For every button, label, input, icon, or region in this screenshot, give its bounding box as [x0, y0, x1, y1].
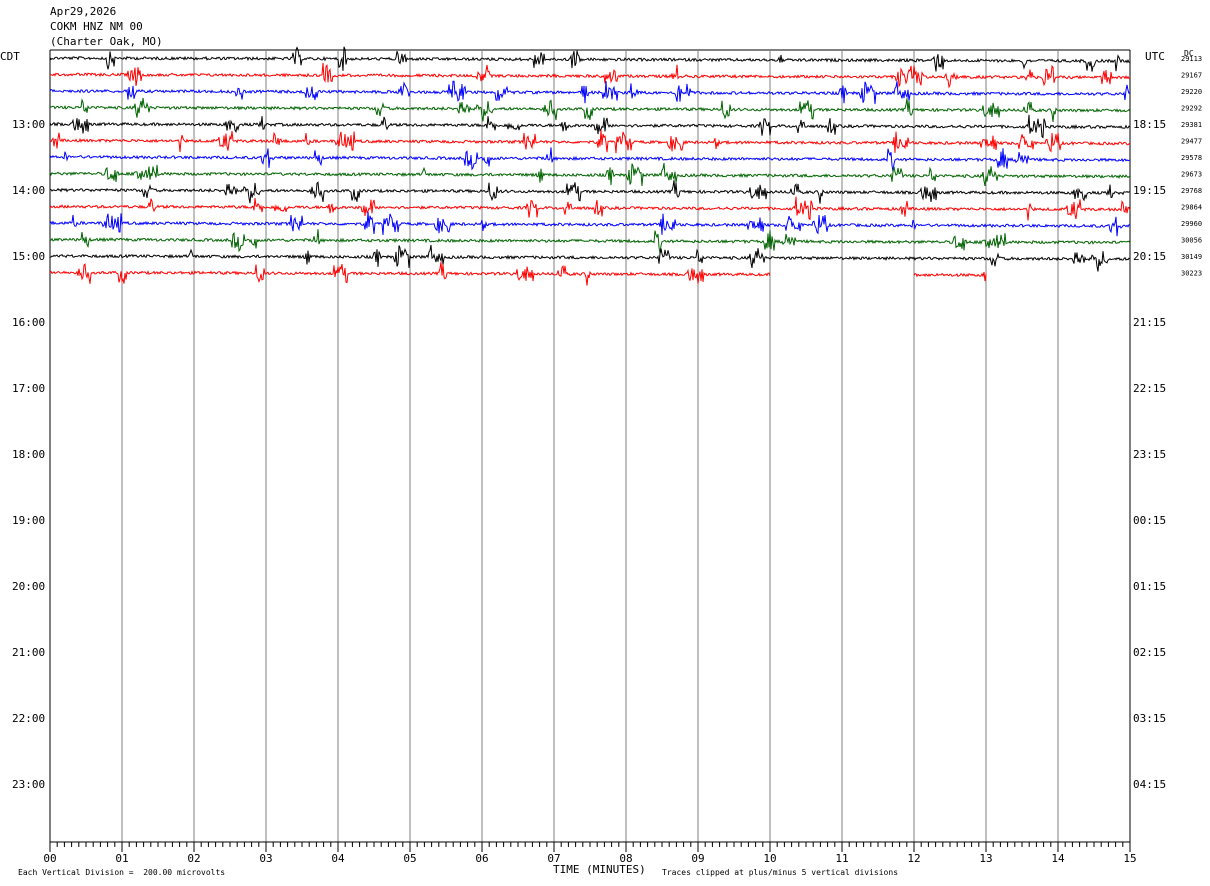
cdt-hour-label: 14:00: [12, 184, 45, 197]
dc-labels: 29113 29167 29220 29292 29381 29477 29578 29673…: [1181, 55, 1202, 278]
dc-value-label: 29768: [1181, 187, 1202, 195]
x-tick-label: 10: [763, 852, 776, 865]
cdt-hour-label: 18:00: [12, 448, 45, 461]
x-tick-label: 05: [403, 852, 416, 865]
x-tick-label: 09: [691, 852, 704, 865]
dc-value-label: 29864: [1181, 204, 1202, 212]
x-tick-label: 06: [475, 852, 488, 865]
dc-value-label: 30223: [1181, 270, 1202, 278]
cdt-hour-label: 23:00: [12, 778, 45, 791]
vertical-division-note: Each Vertical Division = 200.00 microvol…: [18, 868, 226, 877]
seismic-trace: [49, 180, 1131, 204]
x-tick-label: 01: [115, 852, 128, 865]
utc-hour-label: 01:15: [1133, 580, 1166, 593]
utc-hour-label: 19:15: [1133, 184, 1166, 197]
utc-hour-label: 23:15: [1133, 448, 1166, 461]
station-label: COKM HNZ NM 00: [50, 20, 143, 33]
seismic-trace: [49, 80, 1131, 105]
x-tick-label: 15: [1123, 852, 1136, 865]
cdt-hour-label: 15:00: [12, 250, 45, 263]
seismic-trace: [49, 211, 1131, 237]
utc-hour-label: 21:15: [1133, 316, 1166, 329]
x-tick-label: 04: [331, 852, 345, 865]
dc-value-label: 29578: [1181, 154, 1202, 162]
utc-hour-label: 18:15: [1133, 118, 1166, 131]
seismic-trace: [49, 114, 1131, 139]
x-tick-label: 03: [259, 852, 272, 865]
x-tick-label: 08: [619, 852, 632, 865]
x-axis-title: TIME (MINUTES): [553, 863, 646, 876]
x-tick-label: 00: [43, 852, 56, 865]
dc-value-label: 30149: [1181, 253, 1202, 261]
utc-hour-label: 20:15: [1133, 250, 1166, 263]
seismic-trace: [49, 97, 1131, 122]
dc-value-label: 29167: [1181, 72, 1202, 80]
cdt-hour-label: 17:00: [12, 382, 45, 395]
seismic-trace: [49, 196, 1131, 221]
utc-hour-label: 00:15: [1133, 514, 1166, 527]
dc-value-label: 29292: [1181, 105, 1202, 113]
utc-hour-label: 03:15: [1133, 712, 1166, 725]
cdt-label: CDT: [0, 50, 20, 63]
cdt-hour-label: 22:00: [12, 712, 45, 725]
seismic-trace: [49, 244, 1131, 272]
utc-label: UTC: [1145, 50, 1165, 63]
dc-value-label: 29477: [1181, 138, 1202, 146]
grid-lines: [49, 49, 1131, 842]
dc-value-label: 29960: [1181, 220, 1202, 228]
x-tick-label: 07: [547, 852, 560, 865]
x-axis: 00 01 02 03 04 05 06 07 08 09 10 11 12 13 14 15: [43, 841, 1137, 865]
seismic-trace: [49, 163, 1131, 187]
location-label: (Charter Oak, MO): [50, 35, 163, 48]
cdt-hour-label: 13:00: [12, 118, 45, 131]
seismic-trace: [49, 261, 987, 286]
cdt-hour-label: 16:00: [12, 316, 45, 329]
dc-header: DC: [1184, 49, 1194, 58]
dc-value-label: 29220: [1181, 88, 1202, 96]
seismic-trace: [49, 46, 1131, 72]
date-label: Apr29,2026: [50, 5, 117, 18]
dc-value-label: 30056: [1181, 237, 1202, 245]
clip-note: Traces clipped at plus/minus 5 vertical …: [662, 868, 899, 877]
seismic-trace: [50, 129, 1131, 154]
seismic-traces: [49, 46, 1131, 286]
utc-hour-label: 22:15: [1133, 382, 1166, 395]
cdt-hour-label: 20:00: [12, 580, 45, 593]
seismic-trace: [49, 229, 1131, 254]
x-tick-label: 02: [187, 852, 200, 865]
x-tick-label: 14: [1051, 852, 1065, 865]
x-tick-label: 11: [835, 852, 848, 865]
cdt-hour-label: 21:00: [12, 646, 45, 659]
cdt-hour-label: 19:00: [12, 514, 45, 527]
seismic-trace: [50, 62, 1131, 89]
dc-value-label: 29673: [1181, 171, 1202, 179]
x-tick-label: 13: [979, 852, 992, 865]
dc-value-label: 29113: [1181, 55, 1202, 63]
utc-hour-label: 04:15: [1133, 778, 1166, 791]
x-tick-label: 12: [907, 852, 920, 865]
hour-labels: 13:00 18:15 14:00 19:15 15:00 20:15 16:00 21:15…: [12, 118, 1166, 791]
utc-hour-label: 02:15: [1133, 646, 1166, 659]
dc-value-label: 29381: [1181, 121, 1202, 129]
seismic-trace: [49, 147, 1131, 172]
